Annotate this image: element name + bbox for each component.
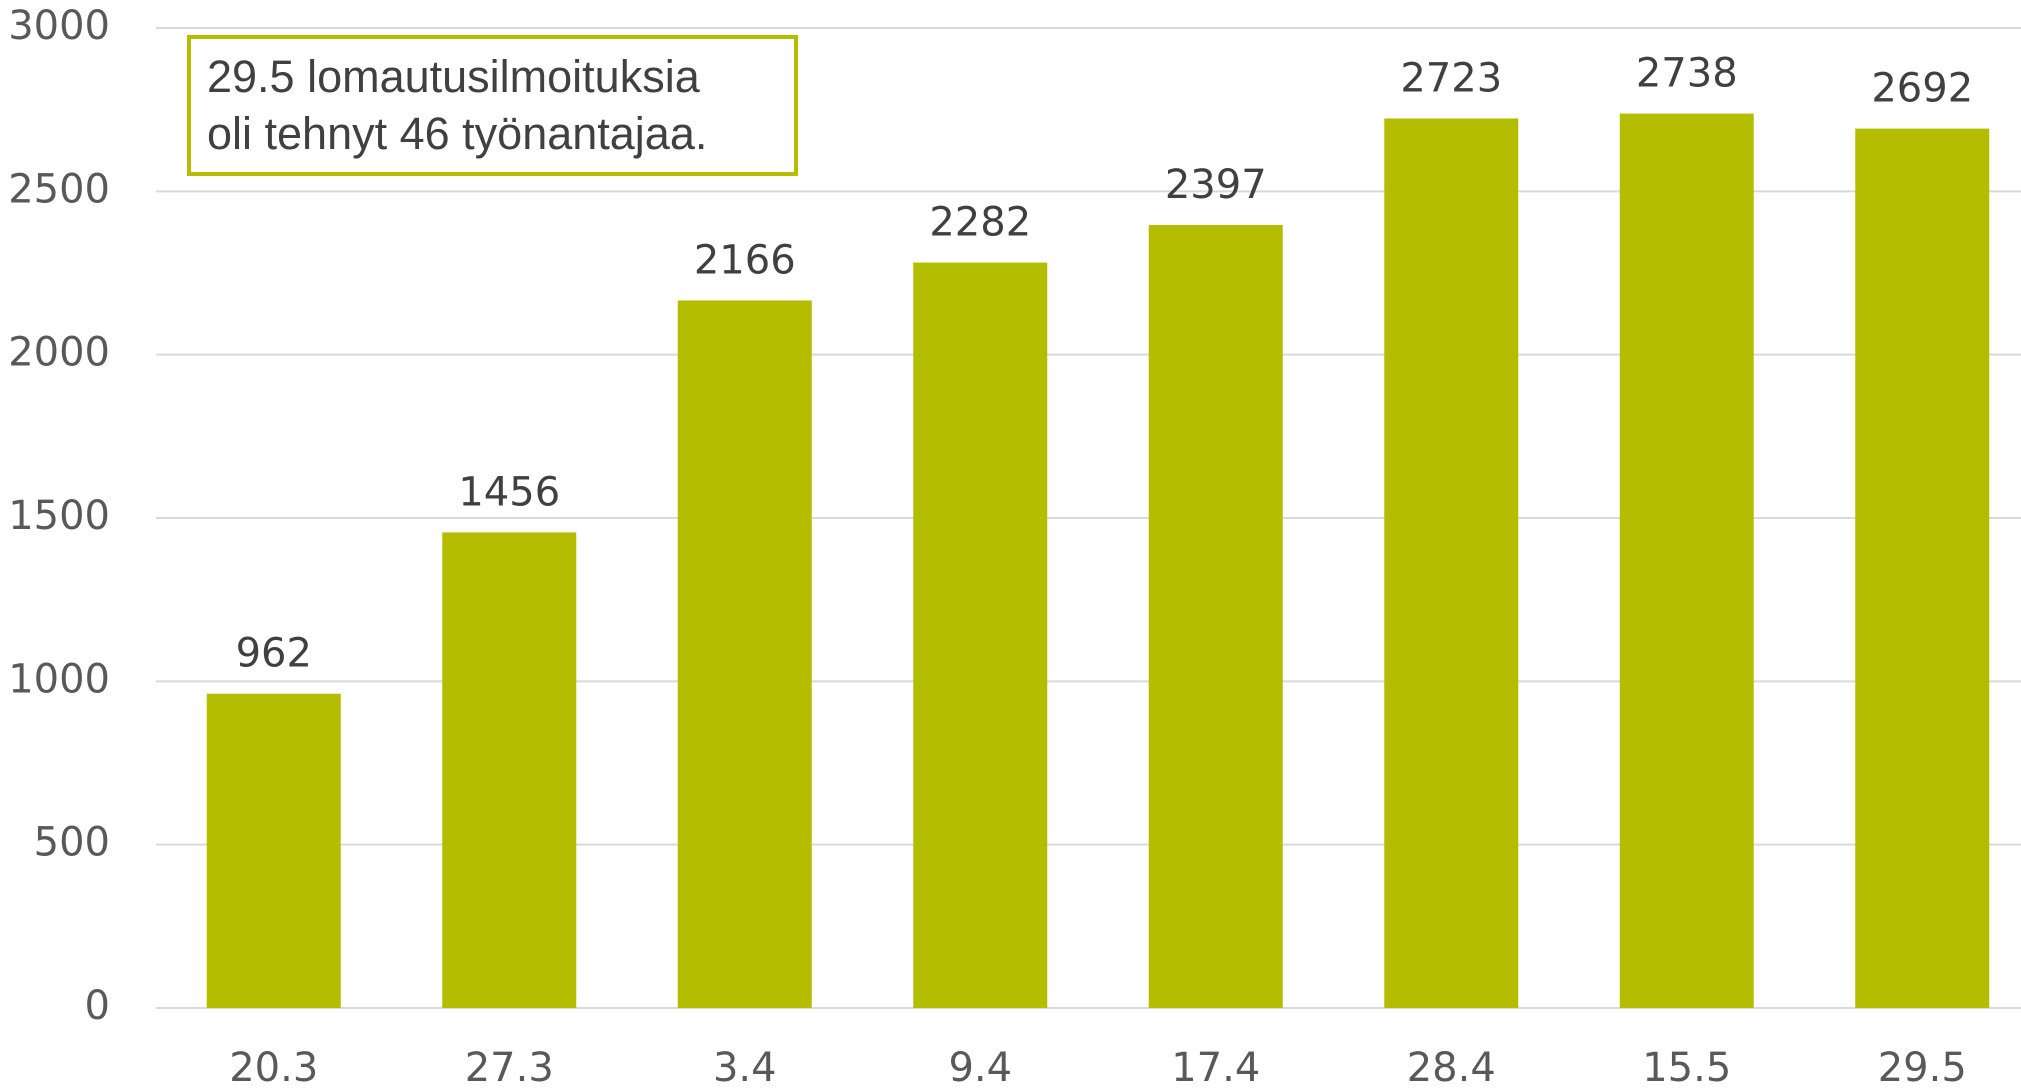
annotation-line: 29.5 lomautusilmoituksia — [207, 51, 701, 102]
bar — [1148, 224, 1283, 1009]
bar — [913, 262, 1048, 1009]
x-tick-label: 9.4 — [948, 1045, 1012, 1091]
bar — [1619, 113, 1754, 1008]
y-tick-label: 2500 — [8, 166, 110, 212]
y-tick-label: 500 — [34, 820, 110, 866]
data-label: 2738 — [1636, 51, 1738, 97]
y-tick-label: 1000 — [8, 656, 110, 702]
bar — [677, 300, 812, 1008]
y-tick-label: 1500 — [8, 493, 110, 539]
x-tick-label: 17.4 — [1171, 1045, 1260, 1091]
bar — [1855, 128, 1990, 1008]
annotation-line: oli tehnyt 46 työnantajaa. — [207, 108, 707, 159]
data-label: 2692 — [1871, 66, 1973, 112]
x-tick-label: 28.4 — [1407, 1045, 1496, 1091]
y-tick-label: 0 — [85, 983, 110, 1029]
x-tick-label: 27.3 — [465, 1045, 554, 1091]
data-label: 2282 — [929, 200, 1031, 246]
data-label: 2397 — [1165, 162, 1267, 208]
annotation-box — [187, 35, 798, 176]
y-tick-label: 3000 — [8, 3, 110, 49]
marks — [206, 113, 1990, 1009]
x-tick-label: 29.5 — [1878, 1045, 1967, 1091]
x-tick-label: 3.4 — [713, 1045, 777, 1091]
data-label: 962 — [236, 631, 312, 677]
x-tick-label: 20.3 — [229, 1045, 318, 1091]
y-tick-label: 2000 — [8, 330, 110, 376]
x-tick-label: 15.5 — [1642, 1045, 1731, 1091]
bar — [1384, 118, 1519, 1008]
data-label: 2166 — [694, 237, 796, 283]
data-label: 2723 — [1400, 55, 1502, 101]
data-label: 1456 — [458, 469, 560, 515]
bar — [442, 532, 577, 1008]
bar — [206, 693, 341, 1008]
